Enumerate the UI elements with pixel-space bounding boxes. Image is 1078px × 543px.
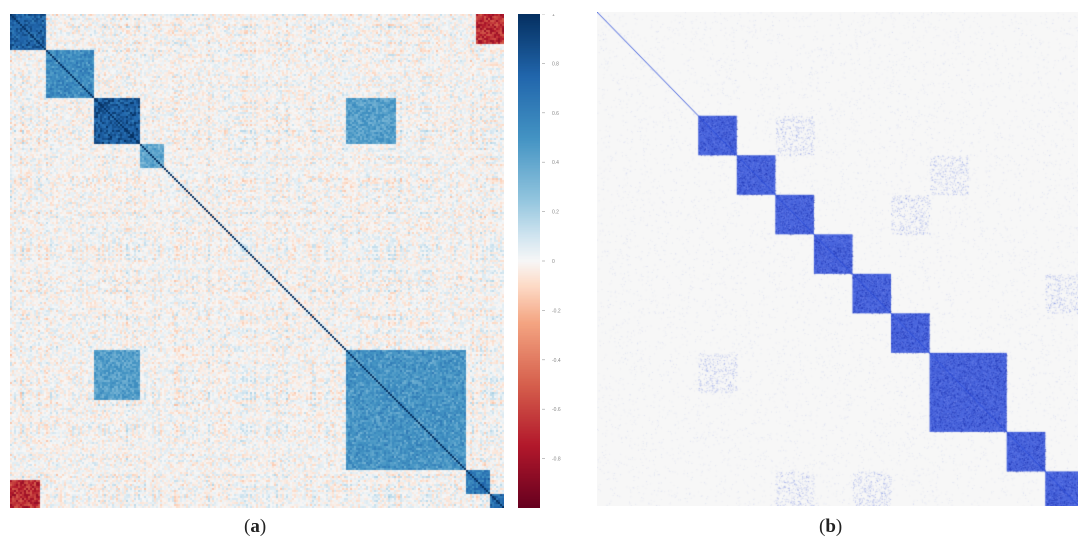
block-heatmap-b (597, 12, 1078, 506)
colorbar-tick-label: 0 (552, 259, 555, 265)
heatmap-a-cells (10, 14, 504, 508)
caption-b: (b) (819, 516, 843, 537)
colorbar-tick-label: 1 (552, 14, 555, 18)
colorbar-tick-label: -0.4 (552, 358, 561, 364)
heatmap-b-cells (597, 12, 1078, 506)
colorbar-ticks: 1 0.8 0.6 0.4 0.2 0 -0.2 -0.4 -0.6 -0.8 (542, 14, 561, 463)
colorbar-tick-label: 0.8 (552, 61, 559, 67)
colorbar-tick-label: 0.4 (552, 160, 559, 166)
colorbar-tick-label: 0.6 (552, 111, 559, 117)
caption-a: (a) (244, 516, 267, 537)
colorbar-tick-label: -0.6 (552, 407, 561, 413)
colorbar-gradient (518, 14, 540, 508)
colorbar-tick-label: 0.2 (552, 210, 559, 216)
colorbar-tick-label: -0.8 (552, 457, 561, 463)
colorbar (518, 14, 540, 508)
colorbar-tick-label: -0.2 (552, 308, 561, 314)
correlation-heatmap-a (10, 14, 504, 508)
